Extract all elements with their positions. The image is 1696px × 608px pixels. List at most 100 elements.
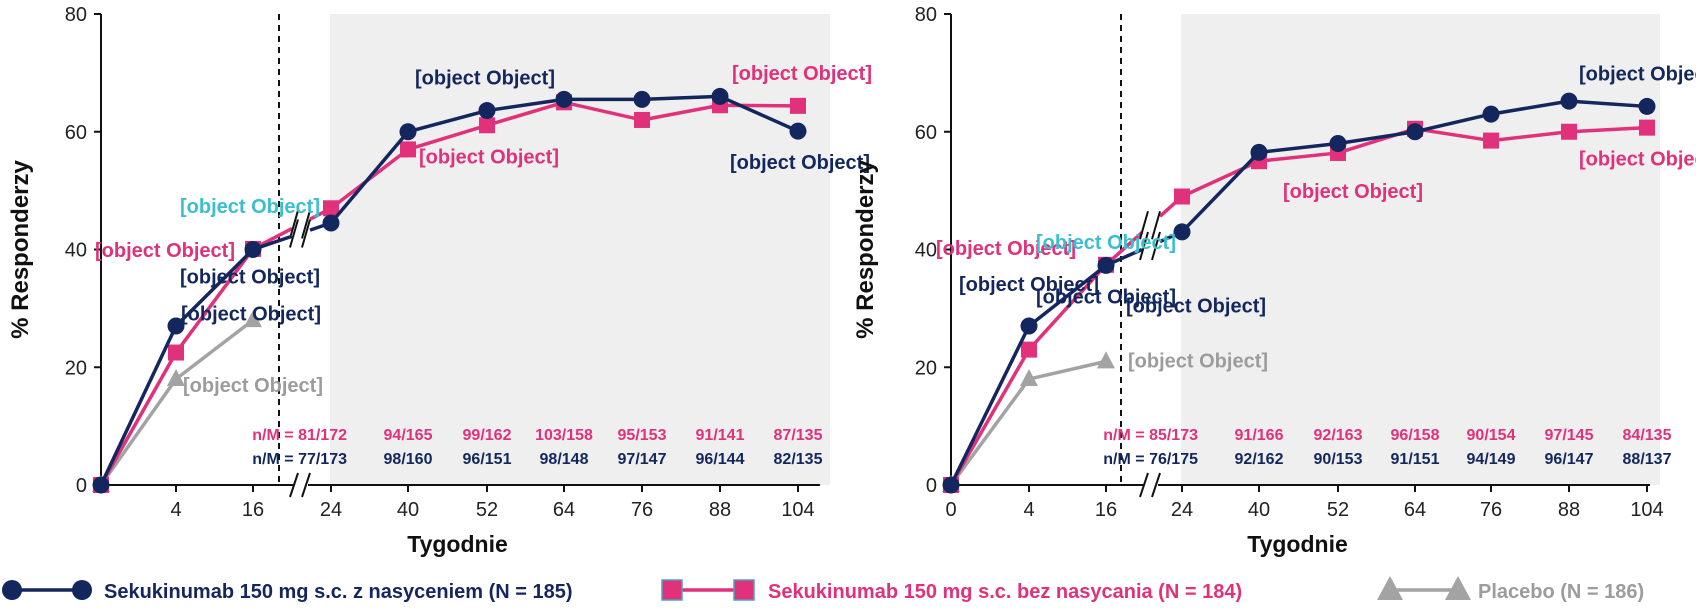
n-count-label: 95/153 [618,427,667,444]
data-point-loading [244,241,262,258]
n-count-label: 99/162 [463,427,512,444]
data-point-no-loading [168,344,184,361]
x-tick-label: 16 [1095,499,1117,521]
data-label: [object Object] [732,63,872,85]
x-tick-label: 64 [553,499,575,521]
axis-break-mark [301,472,311,498]
data-point-loading [633,90,651,108]
series-line-no_loading [1414,127,1492,143]
significance-symbol: [object Object] [180,196,320,218]
y-tick-label: 20 [915,357,937,379]
shaded-region [330,14,830,485]
series-line-loading [719,94,799,133]
data-label: [object Object] [936,238,1076,260]
data-point-no-loading [1174,188,1190,205]
data-point-loading [478,102,496,120]
data-point-no-loading [400,141,416,158]
series-line-no_loading [719,103,799,108]
significance-symbol: [object Object] [180,267,320,289]
n-count-label: n/M = 81/172 [252,427,347,444]
y-tick-label: 40 [65,240,87,262]
axis-break-mark [289,472,299,498]
axis-break-mark [1139,472,1149,498]
data-point-placebo [1020,369,1038,387]
data-label: [object Object] [419,146,559,168]
data-point-no-loading [1021,341,1037,358]
data-point-loading [555,90,573,108]
y-tick-label: 60 [65,122,87,144]
data-point-loading [1250,143,1268,161]
data-label: [object Object] [1283,181,1423,203]
data-label: [object Object] [183,375,323,397]
n-count-label: 91/141 [696,427,745,444]
n-count-label: 98/160 [384,451,433,468]
n-count-label: 92/162 [1235,451,1284,468]
legend-marker-no-loading [733,579,755,601]
n-count-label: 88/137 [1623,451,1672,468]
data-point-loading [1482,105,1500,123]
data-label: [object Object] [181,304,321,326]
series-line-no_loading [407,123,488,152]
data-label: [object Object] [1579,63,1696,85]
y-tick-label: 0 [926,475,937,497]
n-count-label: 91/166 [1235,427,1284,444]
series-line-loading [1490,99,1570,116]
n-count-label: 96/151 [463,451,512,468]
legend-label-placebo: Placebo (N = 186) [1478,581,1644,603]
line-break-mark [301,210,311,239]
data-point-loading [399,123,417,141]
legend: Sekukinumab 150 mg s.c. z nasyceniem (N … [2,576,1644,603]
series-line-loading [641,94,721,102]
data-label: [object Object] [95,240,235,262]
data-point-loading [322,214,340,232]
line-break-mark [1151,231,1161,261]
x-tick-label: 64 [1404,499,1426,521]
n-count-label: 94/149 [1467,451,1516,468]
data-point-loading [1560,92,1578,110]
data-point-no-loading [1483,132,1499,149]
series-line-no_loading [99,351,178,486]
data-point-loading [1020,317,1038,335]
y-tick-label: 0 [76,475,87,497]
line-break-mark [1151,210,1161,240]
n-count-label: 84/135 [1623,427,1672,444]
data-point-no-loading [1561,123,1577,140]
data-label: [object Object] [1126,295,1266,317]
data-point-no-loading [634,111,650,128]
x-tick-label: 76 [631,499,653,521]
n-count-label: 96/144 [696,451,745,468]
data-point-loading [1406,123,1424,141]
data-point-loading [711,87,729,105]
n-count-label: 97/145 [1545,427,1594,444]
series-line-placebo [174,318,255,381]
n-count-label: n/M = 76/175 [1103,451,1198,468]
legend-label-loading: Sekukinumab 150 mg s.c. z nasyceniem (N … [104,581,573,603]
data-point-loading [942,476,960,494]
series-line-loading [949,325,1031,486]
data-label: [object Object] [1128,350,1268,372]
series-line-loading [99,325,178,486]
series-line-placebo [99,378,178,487]
n-count-label: 97/147 [618,451,667,468]
n-count-label: 87/135 [774,427,823,444]
series-line-no_loading [174,247,255,354]
line-break-mark [289,219,299,248]
n-count-label: 94/165 [384,427,433,444]
data-point-loading [1173,223,1191,241]
series-line-no_loading [563,100,643,122]
x-tick-label: 52 [476,499,498,521]
series-line-loading [1180,151,1261,234]
n-count-label: 90/153 [1314,451,1363,468]
x-tick-label: 24 [320,499,342,521]
shaded-region [1181,14,1660,485]
series-line-loading [1027,264,1108,328]
significance-symbol: [object Object] [959,274,1099,296]
data-point-loading [1638,97,1656,115]
x-tick-label: 104 [781,499,814,521]
x-tick-label: 88 [709,499,731,521]
n-count-label: 96/158 [1391,427,1440,444]
x-axis-label: Tygodnie [1247,531,1348,557]
series-line-loading [407,108,488,134]
